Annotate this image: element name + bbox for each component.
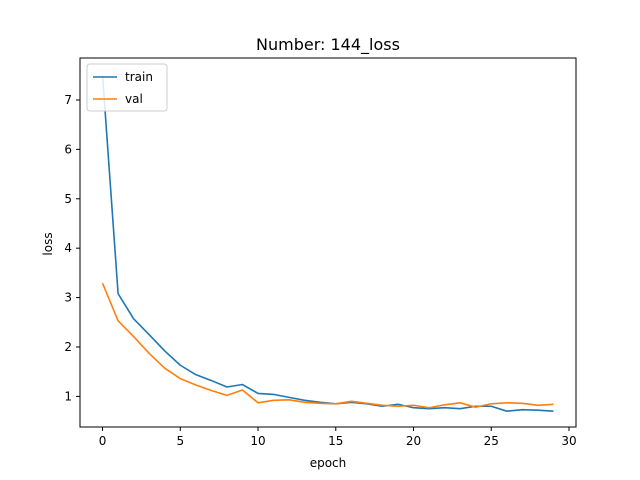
y-tick-label: 6 xyxy=(64,142,72,156)
series-line-val xyxy=(101,282,554,409)
plot-area: 0 5 10 15 20 25 30 1 2 3 4 5 6 7 train val xyxy=(64,57,577,448)
x-tick-label: 10 xyxy=(250,434,265,448)
x-tick-label: 25 xyxy=(484,434,499,448)
y-tick-label: 5 xyxy=(64,192,72,206)
x-tick-label: 15 xyxy=(328,434,343,448)
axes-frame xyxy=(79,57,577,428)
x-tick-label: 0 xyxy=(99,434,107,448)
y-tick-label: 1 xyxy=(64,389,72,403)
y-tick-label: 2 xyxy=(64,340,72,354)
y-tick-label: 3 xyxy=(64,291,72,305)
legend: train val xyxy=(86,63,168,112)
x-tick-label: 20 xyxy=(406,434,421,448)
x-axis-label: epoch xyxy=(310,456,347,470)
legend-label-val: val xyxy=(125,92,143,106)
y-tick-label: 7 xyxy=(64,93,72,107)
x-tick-label: 30 xyxy=(561,434,576,448)
y-tick-label: 4 xyxy=(64,241,72,255)
legend-label-train: train xyxy=(125,70,153,84)
chart-title: Number: 144_loss xyxy=(256,35,400,55)
y-axis-label: loss xyxy=(41,232,55,255)
x-tick-label: 5 xyxy=(176,434,184,448)
